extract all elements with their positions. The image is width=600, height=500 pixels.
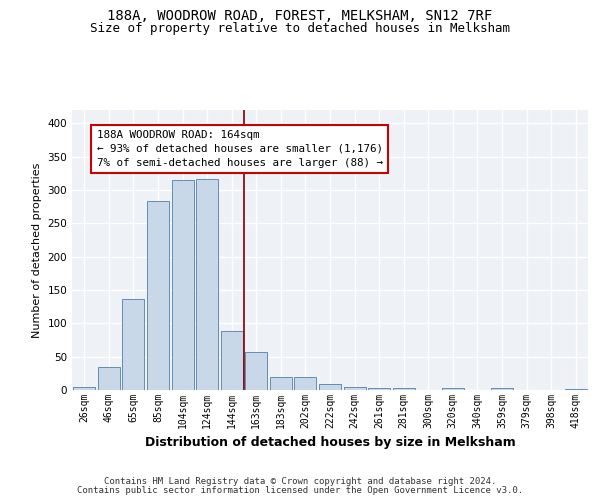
- Bar: [245, 352, 268, 390]
- Bar: [344, 388, 365, 390]
- Bar: [98, 366, 120, 390]
- Bar: [319, 384, 341, 390]
- Text: 188A, WOODROW ROAD, FOREST, MELKSHAM, SN12 7RF: 188A, WOODROW ROAD, FOREST, MELKSHAM, SN…: [107, 9, 493, 23]
- Bar: [491, 388, 513, 390]
- Bar: [368, 388, 390, 390]
- Bar: [196, 178, 218, 390]
- Text: Contains public sector information licensed under the Open Government Licence v3: Contains public sector information licen…: [77, 486, 523, 495]
- Text: 188A WOODROW ROAD: 164sqm
← 93% of detached houses are smaller (1,176)
7% of sem: 188A WOODROW ROAD: 164sqm ← 93% of detac…: [97, 130, 383, 168]
- Bar: [270, 376, 292, 390]
- Bar: [73, 386, 95, 390]
- Bar: [172, 180, 194, 390]
- Y-axis label: Number of detached properties: Number of detached properties: [32, 162, 42, 338]
- Bar: [295, 378, 316, 390]
- Bar: [122, 298, 145, 390]
- Text: Size of property relative to detached houses in Melksham: Size of property relative to detached ho…: [90, 22, 510, 35]
- Bar: [392, 388, 415, 390]
- X-axis label: Distribution of detached houses by size in Melksham: Distribution of detached houses by size …: [145, 436, 515, 450]
- Bar: [565, 388, 587, 390]
- Bar: [147, 200, 169, 390]
- Text: Contains HM Land Registry data © Crown copyright and database right 2024.: Contains HM Land Registry data © Crown c…: [104, 477, 496, 486]
- Bar: [221, 330, 243, 390]
- Bar: [442, 388, 464, 390]
